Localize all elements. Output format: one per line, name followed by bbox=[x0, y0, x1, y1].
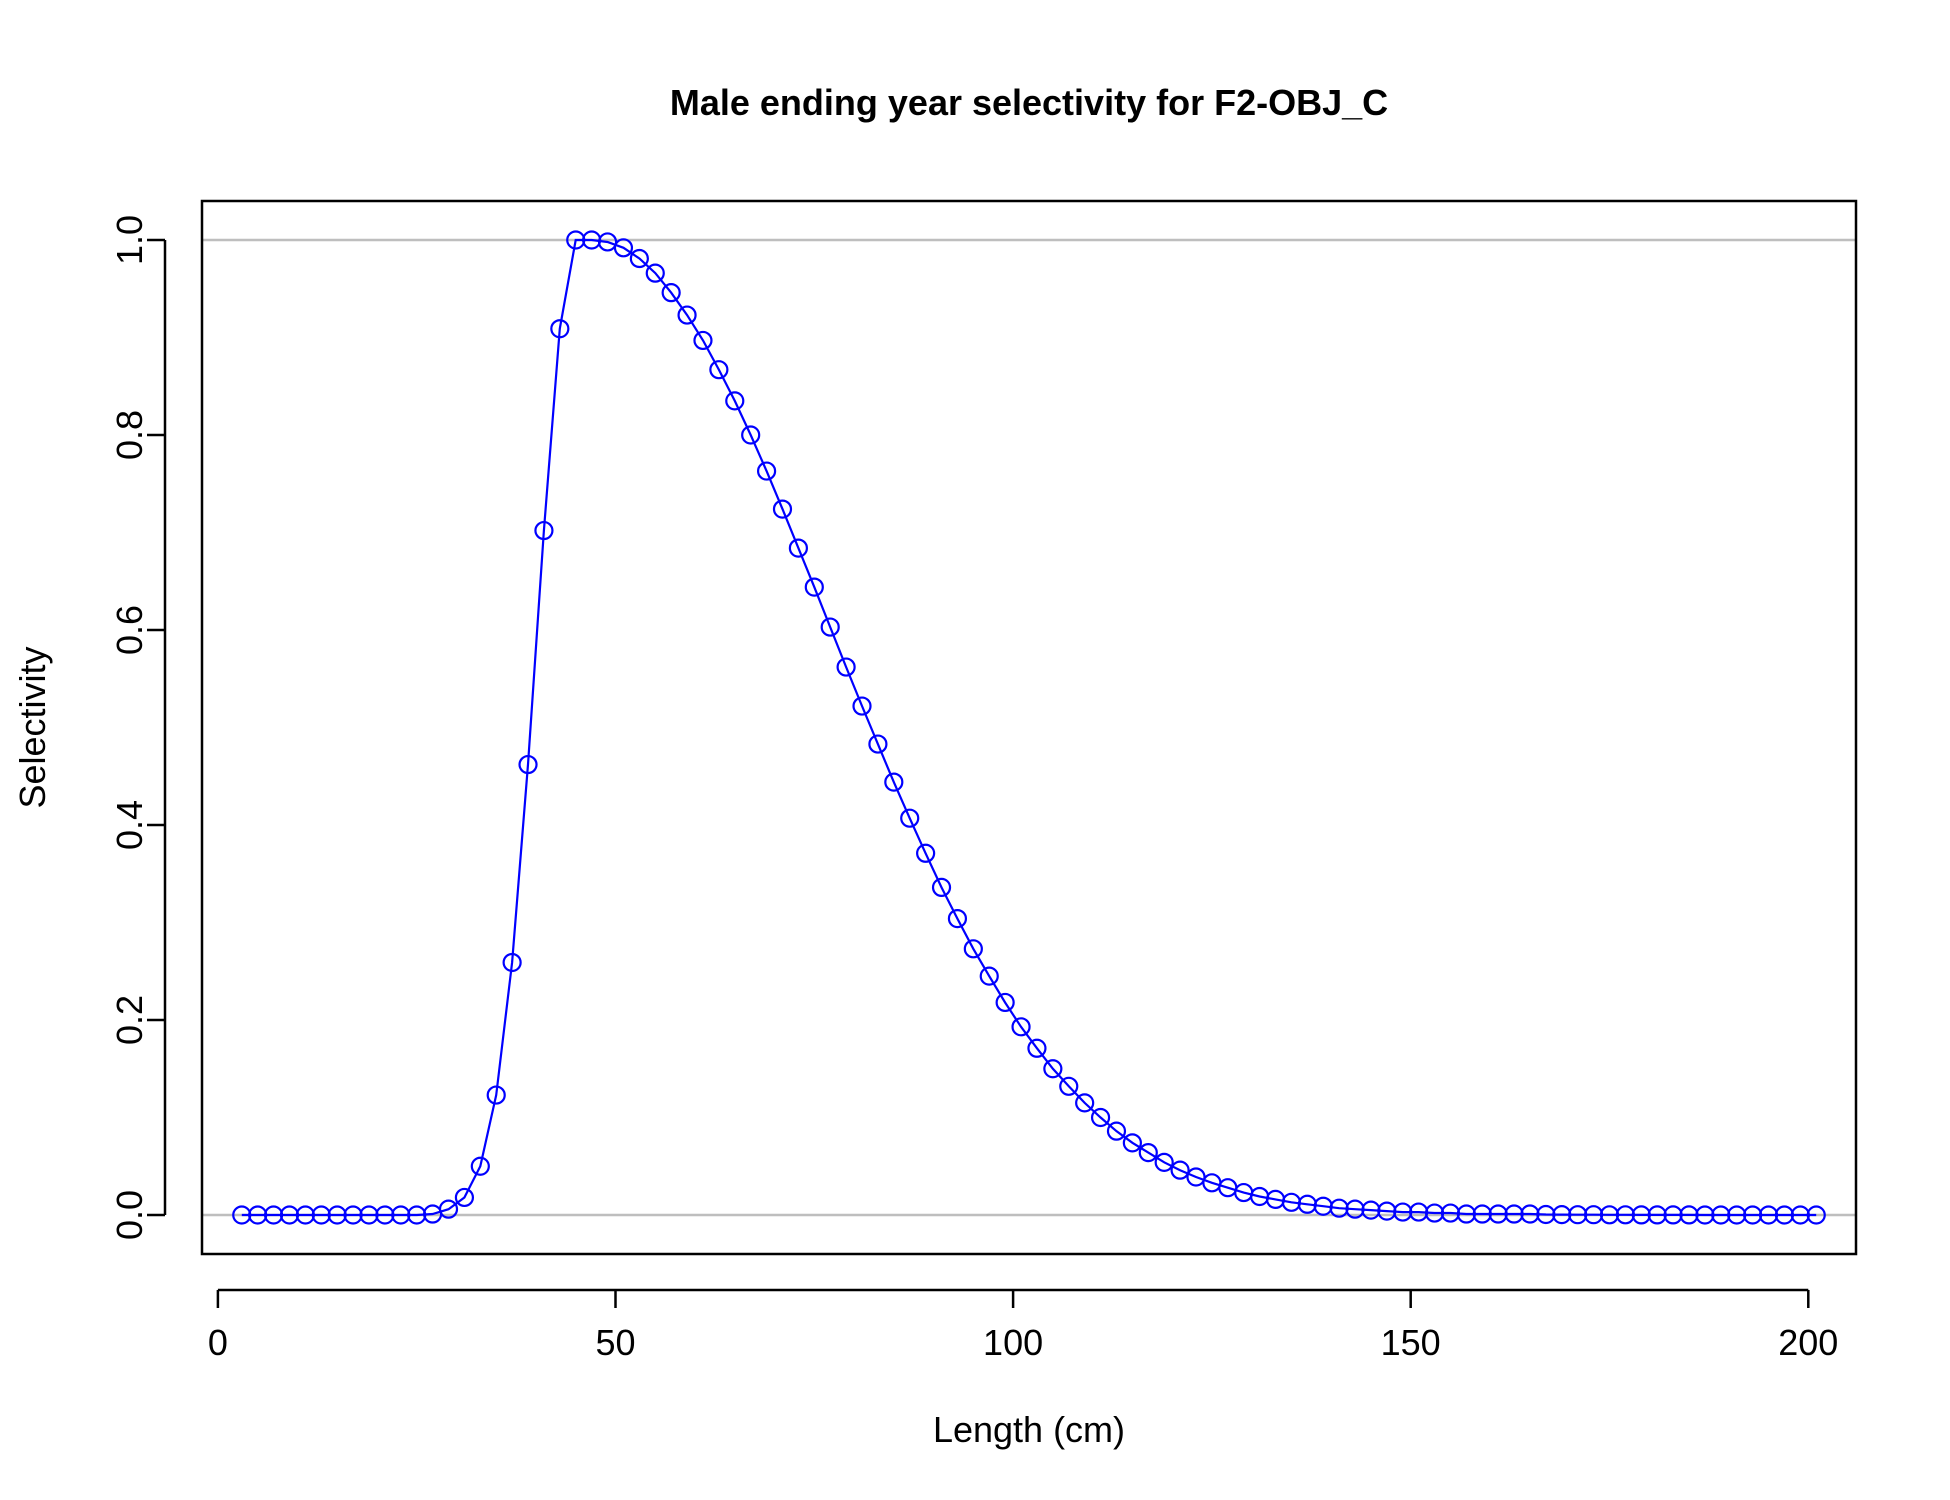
y-tick-label-3: 0.6 bbox=[109, 605, 150, 655]
data-point bbox=[502, 952, 522, 973]
series-layer bbox=[232, 230, 1826, 1225]
x-axis-label: Length (cm) bbox=[933, 1409, 1125, 1450]
data-point bbox=[979, 966, 999, 986]
plot-frame bbox=[200, 199, 1858, 1256]
data-point bbox=[677, 305, 697, 325]
reference-lines bbox=[202, 238, 1856, 1217]
x-axis: 0 50 100 150 200 bbox=[208, 1288, 1838, 1363]
data-point bbox=[550, 319, 570, 339]
data-point bbox=[645, 263, 665, 283]
data-point bbox=[772, 499, 793, 519]
data-point bbox=[804, 577, 824, 597]
data-point bbox=[995, 992, 1015, 1013]
data-point bbox=[852, 696, 872, 716]
y-tick-label-0: 0.0 bbox=[109, 1190, 150, 1240]
data-point bbox=[836, 657, 856, 677]
data-point bbox=[931, 877, 952, 898]
y-tick-label-4: 0.8 bbox=[109, 410, 150, 460]
data-point bbox=[820, 617, 840, 637]
data-point bbox=[788, 538, 808, 558]
data-point bbox=[1138, 1142, 1158, 1163]
data-point bbox=[629, 248, 649, 269]
data-point bbox=[486, 1085, 506, 1105]
x-tick-label-1: 50 bbox=[595, 1322, 635, 1363]
data-point bbox=[438, 1199, 459, 1219]
data-point bbox=[470, 1156, 490, 1176]
data-point bbox=[884, 772, 904, 792]
data-point bbox=[947, 908, 968, 929]
x-tick-label-4: 200 bbox=[1778, 1322, 1838, 1363]
x-tick-label-3: 150 bbox=[1381, 1322, 1441, 1363]
data-point bbox=[709, 360, 729, 380]
data-point bbox=[1090, 1107, 1111, 1128]
data-point bbox=[1027, 1038, 1047, 1058]
data-point bbox=[963, 939, 983, 959]
data-point bbox=[613, 238, 634, 258]
y-axis-label: Selectivity bbox=[12, 646, 53, 808]
series-line-0 bbox=[241, 238, 1817, 1217]
chart-title: Male ending year selectivity for F2-OBJ_… bbox=[670, 82, 1388, 123]
x-tick-label-0: 0 bbox=[208, 1322, 228, 1363]
data-point bbox=[518, 754, 538, 775]
data-point bbox=[534, 520, 554, 541]
y-tick-label-2: 0.4 bbox=[109, 800, 150, 850]
data-point bbox=[1806, 1205, 1826, 1225]
data-point bbox=[1106, 1121, 1127, 1141]
y-tick-label-1: 0.2 bbox=[109, 995, 150, 1045]
data-point bbox=[1170, 1160, 1190, 1180]
data-point bbox=[1075, 1093, 1095, 1113]
data-point bbox=[868, 734, 888, 754]
data-point bbox=[454, 1187, 475, 1208]
data-point bbox=[741, 425, 761, 445]
data-point bbox=[756, 461, 777, 481]
data-point bbox=[725, 391, 745, 411]
data-point bbox=[900, 808, 920, 828]
data-point bbox=[1122, 1133, 1142, 1153]
x-tick-label-2: 100 bbox=[983, 1322, 1043, 1363]
data-point bbox=[916, 843, 936, 863]
y-axis: 0.0 0.2 0.4 0.6 0.8 1.0 bbox=[109, 215, 167, 1240]
data-point bbox=[661, 283, 681, 303]
data-point bbox=[1154, 1152, 1174, 1172]
data-point bbox=[693, 330, 713, 351]
y-tick-label-5: 1.0 bbox=[109, 215, 150, 265]
data-point bbox=[1011, 1017, 1031, 1037]
data-point bbox=[1059, 1076, 1079, 1096]
data-point bbox=[1043, 1059, 1063, 1079]
